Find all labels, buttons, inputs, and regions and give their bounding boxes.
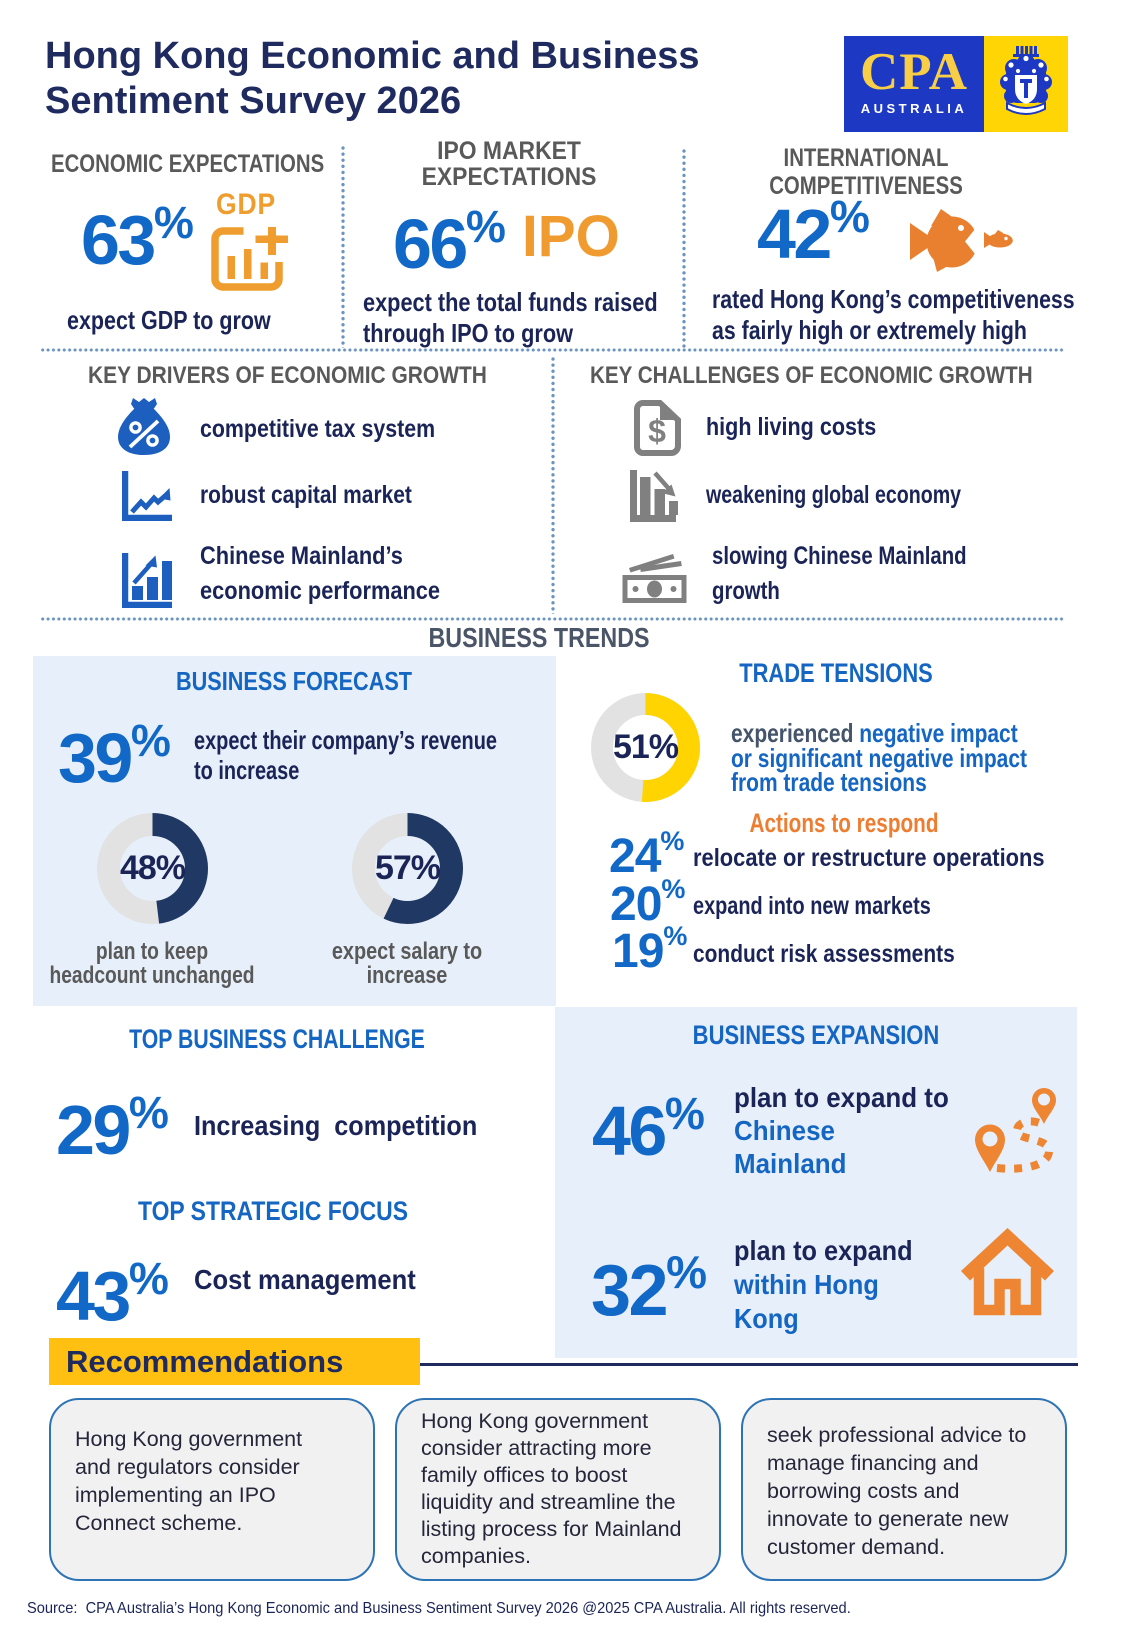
svg-text:$: $ — [648, 413, 666, 449]
